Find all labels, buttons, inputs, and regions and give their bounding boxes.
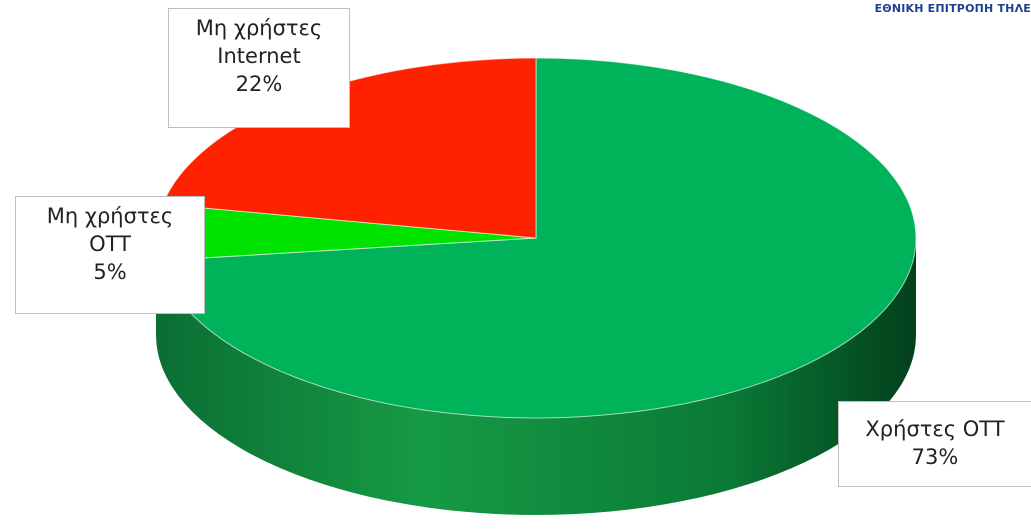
organization-header: ΕΘΝΙΚΗ ΕΠΙΤΡΟΠΗ ΤΗΛΕ xyxy=(874,2,1031,15)
label-ott-users: Χρήστες OTT 73% xyxy=(838,401,1031,487)
label-non-ott-users: Μη χρήστες OTT 5% xyxy=(15,196,205,314)
pie-slice-0 xyxy=(158,57,917,419)
label-non-internet-users: Μη χρήστες Internet 22% xyxy=(168,8,350,128)
pie-side-wall xyxy=(156,238,916,515)
pie-side-surface xyxy=(156,238,916,515)
